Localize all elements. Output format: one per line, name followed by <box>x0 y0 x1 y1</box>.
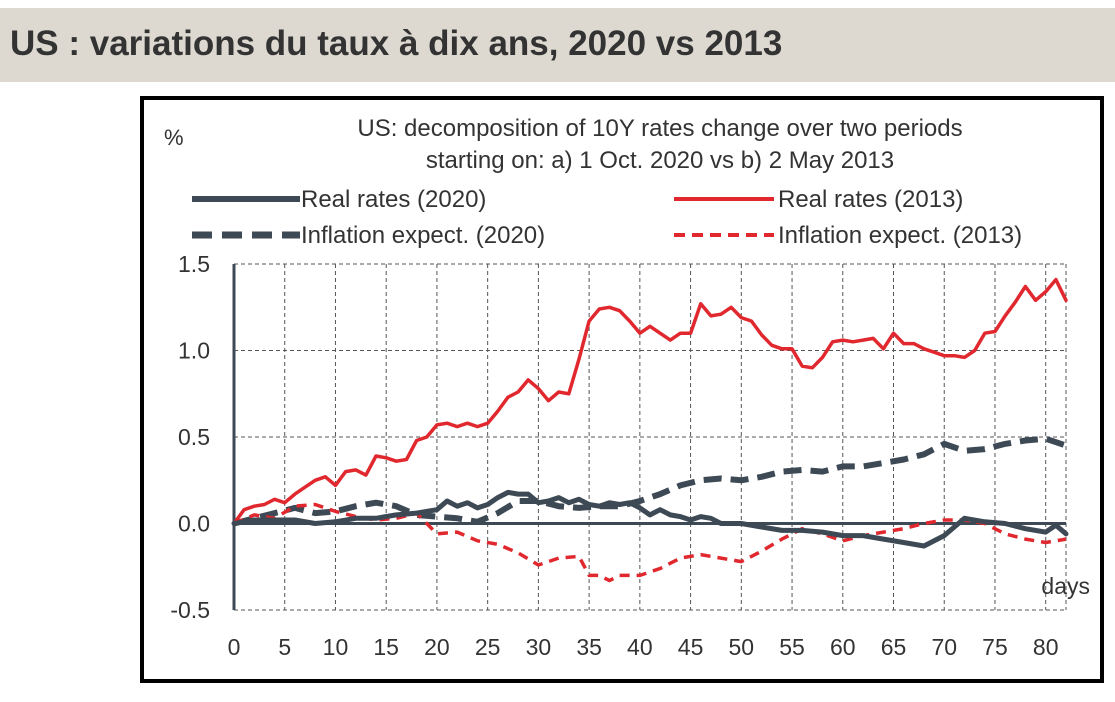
x-tick-label: 10 <box>323 634 349 660</box>
line-chart: % US: decomposition of 10Y rates change … <box>164 115 1090 660</box>
chart-frame: % US: decomposition of 10Y rates change … <box>140 96 1104 683</box>
x-tick-label: 70 <box>931 634 957 660</box>
x-tick-label: 45 <box>678 634 704 660</box>
x-tick-label: 55 <box>779 634 805 660</box>
y-tick-label: 1.0 <box>178 338 210 364</box>
series-line-real-rates-2013 <box>232 277 1068 526</box>
chart-title-line1: US: decomposition of 10Y rates change ov… <box>357 115 962 142</box>
x-tick-label: 40 <box>627 634 653 660</box>
y-tick-label: 1.5 <box>178 251 210 277</box>
x-tick-label: 25 <box>475 634 501 660</box>
x-tick-label: 50 <box>729 634 755 660</box>
series-line-inflation-expect-2020 <box>233 435 1067 527</box>
x-tick-label: 75 <box>982 634 1008 660</box>
x-tick-label: 5 <box>278 634 291 660</box>
x-tick-label: 65 <box>881 634 907 660</box>
legend-label-infl-2020: Inflation expect. (2020) <box>301 222 545 249</box>
x-tick-label: 15 <box>373 634 399 660</box>
legend: Real rates (2020) Real rates (2013) Infl… <box>192 186 1022 249</box>
x-tick-label: 0 <box>228 634 241 660</box>
series-line-real-rates-2020 <box>231 489 1069 549</box>
x-tick-label: 60 <box>830 634 856 660</box>
chart-title-line2: starting on: a) 1 Oct. 2020 vs b) 2 May … <box>426 147 894 174</box>
x-tick-label: 20 <box>424 634 450 660</box>
y-tick-label: -0.5 <box>170 597 210 623</box>
header-banner: US : variations du taux à dix ans, 2020 … <box>0 8 1115 82</box>
x-tick-label: 80 <box>1033 634 1059 660</box>
y-tick-label: 0.5 <box>178 424 210 450</box>
legend-label-infl-2013: Inflation expect. (2013) <box>778 222 1022 249</box>
page-title: US : variations du taux à dix ans, 2020 … <box>10 24 783 63</box>
y-axis-unit: % <box>164 125 184 150</box>
plot-area: 1.5 1.0 0.5 0.0 -0.5 0 5 10 15 20 25 30 35 40 45 50 55 60… <box>170 251 1090 660</box>
x-tick-label: 35 <box>576 634 602 660</box>
legend-label-real-2020: Real rates (2020) <box>301 186 486 213</box>
x-axis-label: days <box>1041 573 1090 599</box>
y-tick-label: 0.0 <box>178 511 210 537</box>
legend-label-real-2013: Real rates (2013) <box>778 186 963 213</box>
x-tick-label: 30 <box>526 634 552 660</box>
